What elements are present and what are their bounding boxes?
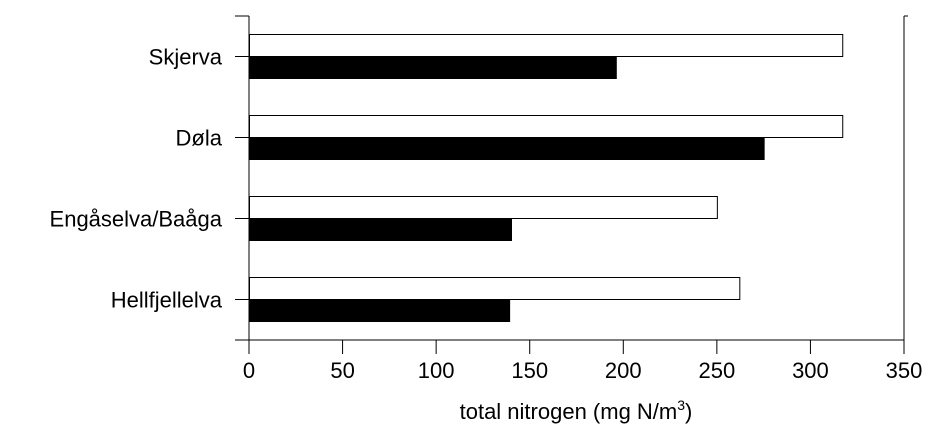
category-label: Hellfjellelva (111, 288, 223, 313)
category-label: Døla (176, 126, 223, 151)
x-tick-label: 200 (605, 358, 642, 383)
category-labels: Skjerva Døla Engåselva/Baåga Hellfjellelva (50, 45, 223, 313)
x-tick-label: 300 (792, 358, 829, 383)
category-label: Skjerva (149, 45, 223, 70)
x-tick-label: 150 (511, 358, 548, 383)
bar-black-1 (249, 137, 765, 160)
x-tick-label: 100 (418, 358, 455, 383)
x-tick-label: 0 (243, 358, 255, 383)
bars (249, 34, 844, 322)
x-axis-title: total nitrogen (mg N/m3) (460, 397, 693, 424)
x-tick-label: 350 (886, 358, 923, 383)
bar-white-2 (249, 196, 718, 219)
x-tick-label: 50 (330, 358, 354, 383)
bar-white-1 (249, 115, 844, 138)
bar-white-0 (249, 34, 844, 57)
bar-black-2 (249, 218, 512, 241)
bar-black-3 (249, 299, 511, 322)
x-axis-title-superscript: 3 (677, 397, 685, 413)
bar-black-0 (249, 56, 617, 79)
x-axis-title-suffix: ) (685, 399, 692, 424)
category-label: Engåselva/Baåga (50, 207, 223, 232)
x-axis-title-main: total nitrogen (mg N/m (460, 399, 678, 424)
x-axis-ticks: 0 50 100 150 200 250 300 350 (243, 340, 922, 383)
bar-white-3 (249, 277, 741, 300)
x-tick-label: 250 (698, 358, 735, 383)
